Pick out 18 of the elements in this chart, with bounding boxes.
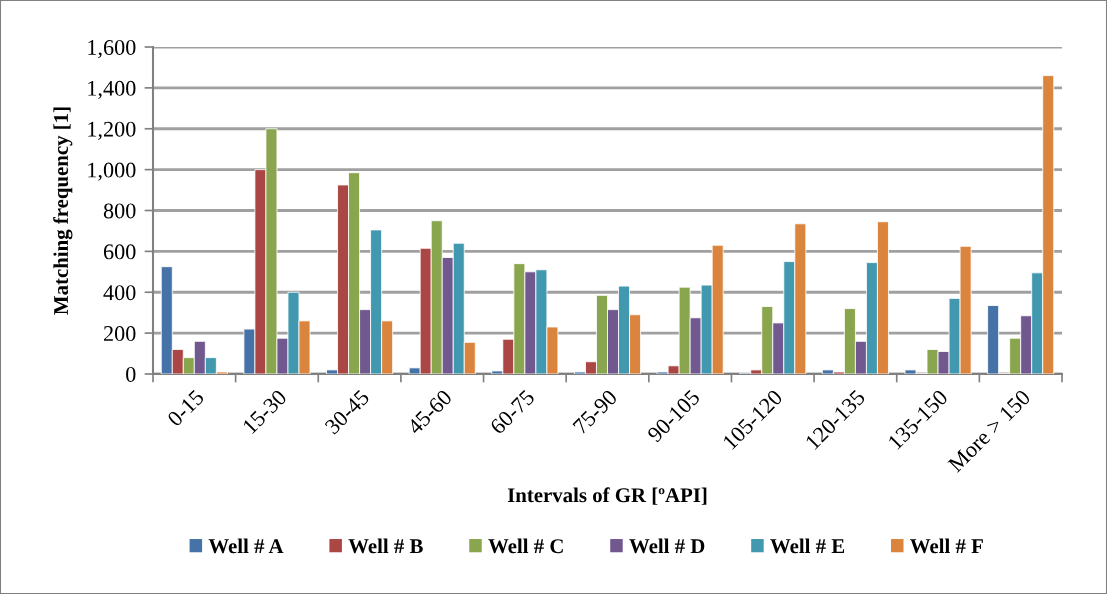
x-axis-title: Intervals of GR [ºAPI]: [507, 487, 707, 505]
y-axis-title: Matching frequency [1]: [53, 107, 73, 315]
y-tick-label: 1,400: [88, 80, 136, 99]
y-tick-label: 200: [103, 326, 136, 342]
y-tick-label: 1,200: [88, 121, 136, 140]
x-tick-label: 0-15: [166, 388, 205, 428]
legend-label: Well # D: [629, 538, 705, 554]
legend-label: Well # C: [488, 538, 563, 554]
y-tick-label: 1,600: [88, 39, 136, 59]
legend-label: Well # E: [770, 538, 845, 554]
y-tick-label: 400: [103, 285, 136, 301]
y-tick-label: 0: [126, 366, 136, 382]
legend-label: Well # F: [910, 538, 983, 554]
y-tick-label: 1,000: [88, 162, 136, 181]
y-tick-label: 600: [103, 244, 136, 260]
y-tick-label: 800: [103, 203, 136, 219]
legend-label: Well # A: [208, 538, 284, 554]
legend-label: Well # B: [348, 538, 423, 554]
